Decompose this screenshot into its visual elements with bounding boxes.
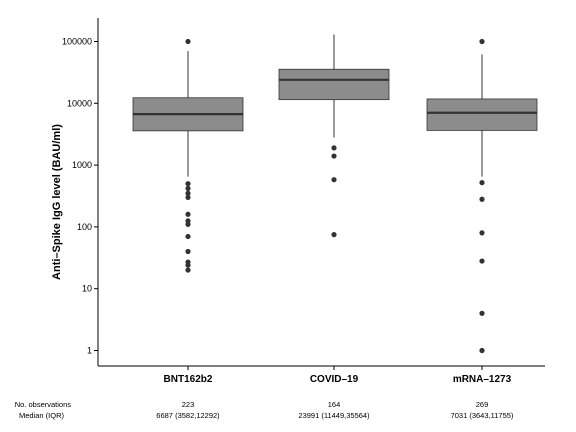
y-tick-label: 1 bbox=[87, 346, 92, 356]
outlier-point bbox=[479, 230, 485, 236]
y-tick-label: 100 bbox=[77, 222, 92, 232]
outlier-point bbox=[185, 38, 191, 45]
footer-observation-count: 269 bbox=[476, 400, 489, 409]
outlier-point bbox=[185, 267, 191, 273]
footer-median-iqr: 6687 (3582,12292) bbox=[156, 411, 220, 420]
footer-observation-count: 223 bbox=[182, 400, 195, 409]
box-iqr bbox=[426, 98, 538, 131]
box-iqr bbox=[278, 68, 390, 101]
x-tick-label: mRNA–1273 bbox=[453, 374, 512, 385]
outlier-point bbox=[185, 262, 191, 268]
x-tick-label: COVID–19 bbox=[310, 374, 359, 385]
outlier-point bbox=[479, 258, 485, 264]
footer-median-iqr: 7031 (3643,11755) bbox=[451, 411, 514, 420]
y-tick-label: 1000 bbox=[72, 160, 92, 170]
outlier-point bbox=[331, 153, 337, 159]
outlier-point bbox=[479, 310, 485, 316]
outlier-point bbox=[185, 211, 191, 217]
outlier-point bbox=[331, 232, 337, 238]
outlier-point bbox=[331, 145, 337, 151]
outlier-point bbox=[479, 347, 485, 354]
footer-median-iqr: 23991 (11449,35564) bbox=[298, 411, 370, 420]
outlier-point bbox=[185, 233, 191, 240]
y-tick-label: 100000 bbox=[62, 37, 92, 47]
footer-median-label: Median (IQR) bbox=[19, 411, 65, 420]
footer-observation-count: 164 bbox=[328, 400, 341, 409]
outlier-point bbox=[185, 185, 191, 191]
outlier-point bbox=[479, 180, 485, 186]
y-tick-label: 10000 bbox=[67, 98, 92, 108]
outlier-point bbox=[185, 181, 191, 187]
y-tick-label: 10 bbox=[82, 284, 92, 294]
outlier-point bbox=[479, 38, 485, 45]
y-axis-title: Anti–Spike IgG level (BAU/ml) bbox=[51, 124, 63, 280]
outlier-point bbox=[185, 194, 191, 201]
outlier-point bbox=[331, 177, 337, 183]
footer-observations-label: No. observations bbox=[15, 400, 72, 409]
outlier-point bbox=[185, 248, 191, 255]
outlier-point bbox=[479, 196, 485, 202]
outlier-point bbox=[185, 221, 191, 227]
x-tick-label: BNT162b2 bbox=[164, 374, 213, 385]
outlier-point bbox=[185, 190, 191, 196]
